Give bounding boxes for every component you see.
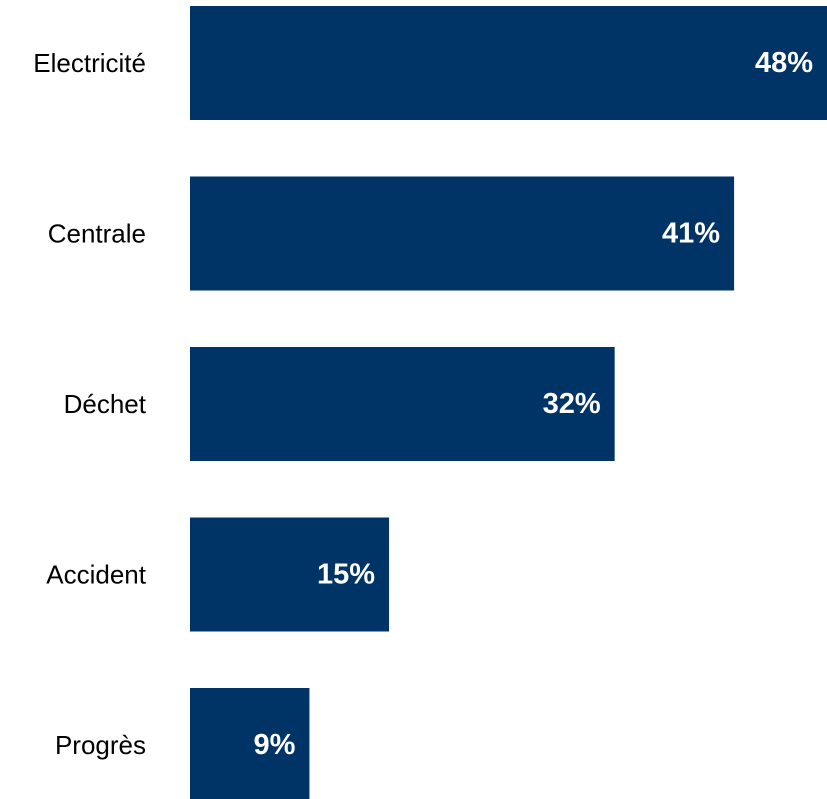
value-label: 48%: [755, 47, 813, 79]
labels-layer: Electricité 48% Centrale 41% Déchet 32% Accide…: [33, 47, 813, 761]
category-label: Electricité: [33, 48, 146, 78]
category-label: Déchet: [64, 389, 147, 419]
bar-3: [190, 517, 390, 632]
value-label: 32%: [543, 388, 601, 420]
category-label: Accident: [46, 560, 146, 590]
value-label: 9%: [254, 729, 296, 761]
category-label: Progrès: [55, 730, 146, 760]
category-label: Centrale: [48, 219, 146, 249]
value-label: 15%: [317, 559, 375, 591]
bar-0: [190, 6, 827, 120]
bar-2: [190, 347, 615, 461]
bar-1: [190, 176, 735, 291]
bar-4: [190, 688, 310, 799]
bars-layer: [190, 6, 827, 799]
value-label: 41%: [662, 218, 720, 250]
